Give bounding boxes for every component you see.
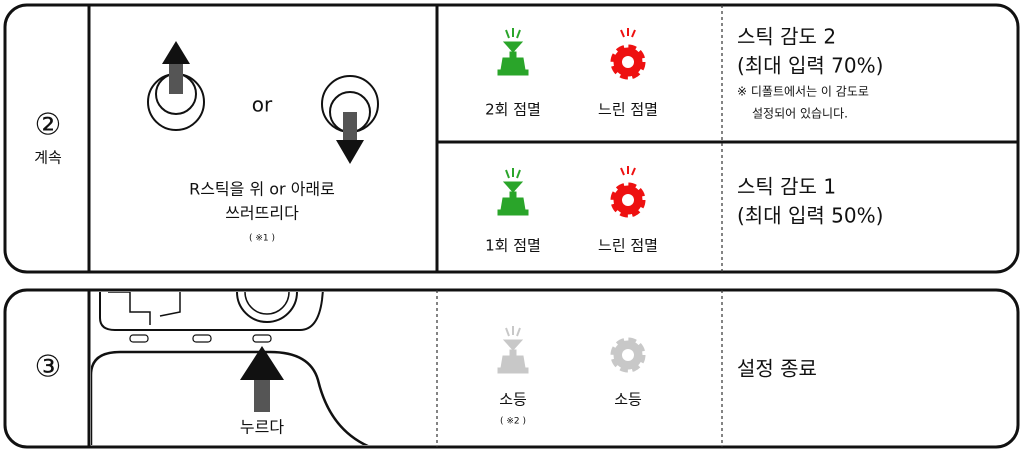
- controller-drawing: [91, 292, 369, 445]
- indicator-label: 소등: [499, 391, 527, 409]
- description: 설정 종료: [737, 357, 817, 381]
- note: ※ 디폴트에서는 이 감도로: [737, 85, 869, 99]
- description: 스틱 감도 1: [737, 175, 836, 199]
- description: (최대 입력 70%): [737, 54, 883, 78]
- indicator-label: 2회 점멸: [485, 101, 541, 119]
- action-note: ( ※1 ): [249, 234, 275, 244]
- step-label: 계속: [34, 149, 62, 167]
- action-text: 누르다: [240, 418, 284, 437]
- step-box: [3, 3, 1020, 274]
- action-text: 쓰러뜨리다: [225, 204, 299, 223]
- indicator-note: ( ※2 ): [500, 417, 526, 427]
- red-led-icon: [614, 28, 642, 76]
- led-off-icon: [614, 341, 642, 369]
- red-led-icon: [614, 166, 642, 214]
- step-number: ②: [35, 108, 62, 143]
- description: 스틱 감도 2: [737, 25, 836, 49]
- step-number: ③: [35, 350, 62, 385]
- stick-down: [321, 75, 379, 164]
- indicator-label: 느린 점멸: [598, 237, 658, 255]
- indicator-label: 소등: [614, 391, 642, 409]
- description: (최대 입력 50%): [737, 204, 883, 228]
- or-label: or: [252, 93, 273, 117]
- indicator-label: 느린 점멸: [598, 101, 658, 119]
- action-text: R스틱을 위 or 아래로: [189, 180, 335, 199]
- note: 설정되어 있습니다.: [752, 107, 848, 121]
- stick-up: [147, 41, 205, 131]
- indicator-label: 1회 점멸: [485, 237, 541, 255]
